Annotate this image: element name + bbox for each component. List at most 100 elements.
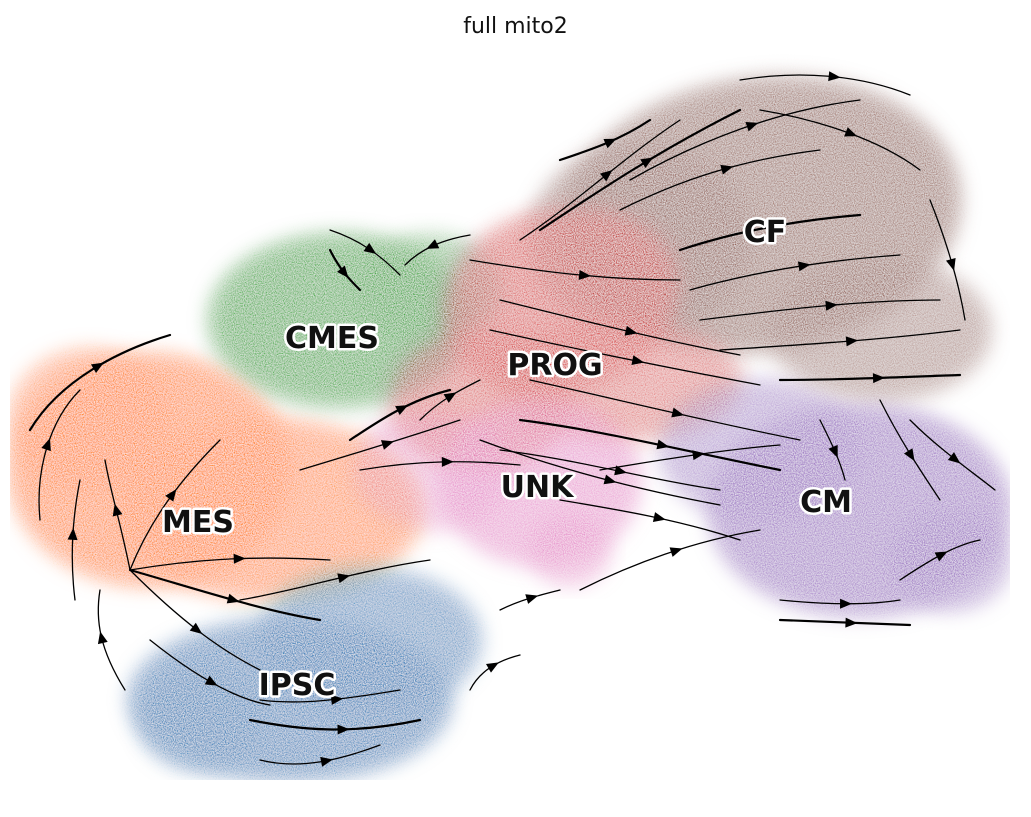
streamline [519, 119, 681, 241]
streamline-arrowhead [947, 452, 961, 464]
streamline-arrowhead [578, 269, 592, 280]
streamline-arrowhead [745, 121, 759, 132]
streamline [558, 118, 652, 162]
point-clouds [10, 78, 1010, 780]
streamline [559, 499, 741, 541]
streamline [489, 329, 761, 386]
cluster-cloud-cm [660, 380, 860, 520]
cluster-label-cmes: CMES [285, 321, 379, 356]
streamline-arrowhead [631, 355, 645, 366]
streamline-arrowhead [903, 448, 915, 462]
cluster-cloud-cm [890, 510, 1010, 610]
streamline-arrowhead [603, 474, 617, 485]
streamline-arrowhead [443, 392, 457, 403]
streamline [469, 259, 681, 281]
streamline-arrowhead [441, 456, 454, 467]
streamline-arrowhead [165, 489, 177, 502]
streamline [529, 379, 801, 441]
streamline [579, 529, 761, 591]
streamline-arrowhead [934, 551, 948, 562]
cluster-cloud-unk [350, 410, 510, 530]
cluster-cloud-mes [10, 350, 170, 490]
streamline-arrowhead [845, 336, 859, 347]
cluster-cloud-ipsc [140, 670, 260, 770]
streamline-arrowhead [363, 242, 377, 254]
streamline-arrowhead [692, 450, 705, 461]
streamline [599, 444, 781, 471]
streamline-arrowhead [380, 440, 394, 450]
streamline-arrowhead [624, 325, 638, 336]
streamline-arrowhead [614, 465, 627, 476]
cluster-cloud-unk [530, 515, 610, 585]
streamline-arrowhead [828, 71, 841, 82]
streamline [689, 254, 901, 291]
streamline [778, 373, 962, 382]
streamline-arrowhead [828, 444, 838, 458]
streamline [699, 299, 941, 321]
streamline [678, 213, 862, 252]
cluster-label-ipsc: IPSC [259, 668, 336, 703]
cluster-labels: CMES PROG CF MES UNK CM IPSC [160, 213, 855, 706]
streamline [518, 418, 782, 472]
streamline-arrowhead [840, 598, 853, 609]
streamline-arrowhead [525, 594, 539, 604]
cluster-label-cm: CM [800, 485, 852, 520]
streamline-arrowhead [41, 438, 51, 452]
streamline [259, 744, 381, 765]
streamline-arrowhead [797, 261, 811, 272]
streamline [499, 299, 741, 356]
cluster-cloud-mes [120, 420, 420, 600]
streamline [28, 333, 172, 432]
streamline-arrowhead [337, 265, 349, 279]
streamline-arrowhead [67, 527, 78, 541]
streamline-arrowhead [652, 512, 666, 522]
streamline-arrowhead [720, 164, 734, 175]
streamline-arrowhead [97, 631, 108, 645]
cluster-label-mes: MES [162, 505, 234, 540]
streamline-arrowhead [395, 405, 409, 416]
streamline-arrowhead [825, 300, 838, 311]
streamline [129, 557, 331, 571]
streamline-arrowhead [337, 724, 350, 735]
streamline [778, 618, 912, 627]
cluster-cloud-ipsc [260, 570, 480, 710]
streamline-arrowhead [426, 239, 440, 249]
streamline-arrowhead [671, 407, 685, 418]
streamline [469, 654, 521, 691]
streamline [239, 559, 431, 601]
streamline-arrowhead [320, 756, 333, 767]
streamline-arrowhead [189, 622, 203, 634]
streamline [259, 689, 401, 703]
streamline [629, 99, 861, 181]
cluster-label-prog: PROG [507, 348, 602, 383]
streamline-arrowhead [669, 547, 683, 557]
cluster-cloud-cf [770, 260, 990, 400]
streamline-arrowhead [872, 373, 886, 384]
streamline [719, 329, 961, 351]
streamline-arrowhead [771, 221, 784, 232]
streamline-arrowhead [226, 593, 240, 604]
streamline [348, 388, 452, 442]
streamline-arrowhead [90, 362, 104, 373]
streamline [129, 439, 221, 571]
chart-title: full mito2 [463, 14, 568, 39]
streamline-arrowhead [337, 573, 351, 584]
cluster-label-unk: UNK [501, 470, 575, 505]
cluster-label-cf: CF [744, 215, 787, 250]
streamline-arrowhead [204, 675, 218, 686]
streamline [619, 149, 821, 211]
streamline-arrowhead [233, 553, 246, 564]
streamline-arrowhead [600, 170, 613, 182]
streamline [499, 449, 721, 491]
streamline-arrowhead [112, 503, 123, 517]
velocity-streamlines [28, 71, 996, 767]
streamline-arrowhead [330, 694, 344, 705]
streamline-arrowhead [845, 617, 858, 628]
streamline [299, 419, 461, 471]
streamline-arrowhead [945, 257, 956, 271]
streamline-arrowhead [486, 662, 499, 673]
streamline-arrowhead [656, 439, 670, 450]
streamline-arrowhead [640, 157, 654, 168]
streamline [248, 718, 422, 731]
